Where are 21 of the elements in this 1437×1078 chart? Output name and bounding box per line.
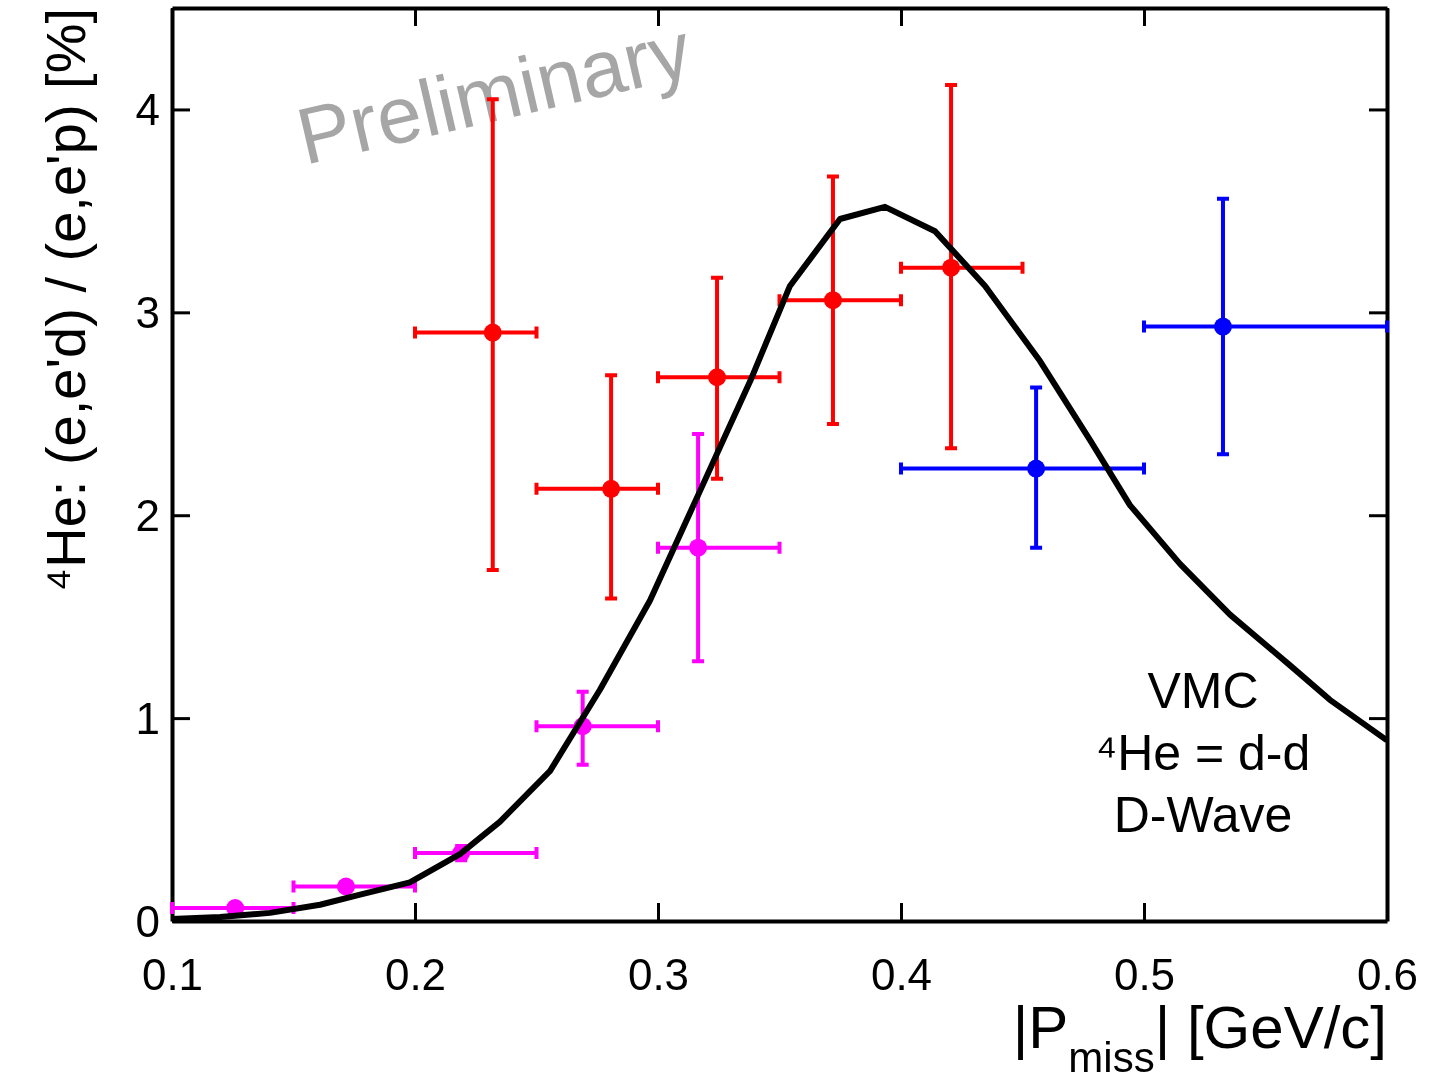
x-tick-label: 0.4 <box>870 950 933 1000</box>
point <box>689 538 708 557</box>
point <box>602 479 621 498</box>
y-tick-label: 4 <box>135 85 160 135</box>
x-tick-label: 0.1 <box>141 950 204 1000</box>
point <box>708 368 727 387</box>
x-tick-label: 0.2 <box>384 950 447 1000</box>
y-tick-label: 1 <box>135 694 160 744</box>
point <box>336 877 355 896</box>
y-tick-label: 3 <box>135 288 160 338</box>
y-tick-label: 0 <box>135 896 160 946</box>
point <box>942 258 961 277</box>
point <box>1027 459 1046 478</box>
point <box>483 323 502 342</box>
y-axis-title: ⁴He: (e,e'd) / (e,e'p) [%] <box>34 8 97 592</box>
x-tick-label: 0.3 <box>627 950 690 1000</box>
legend-label: VMC ⁴He = d-d D-Wave <box>1095 663 1311 843</box>
point <box>823 291 842 310</box>
annotation: Preliminary <box>288 4 699 182</box>
y-tick-label: 2 <box>135 491 160 541</box>
point <box>1213 317 1232 336</box>
